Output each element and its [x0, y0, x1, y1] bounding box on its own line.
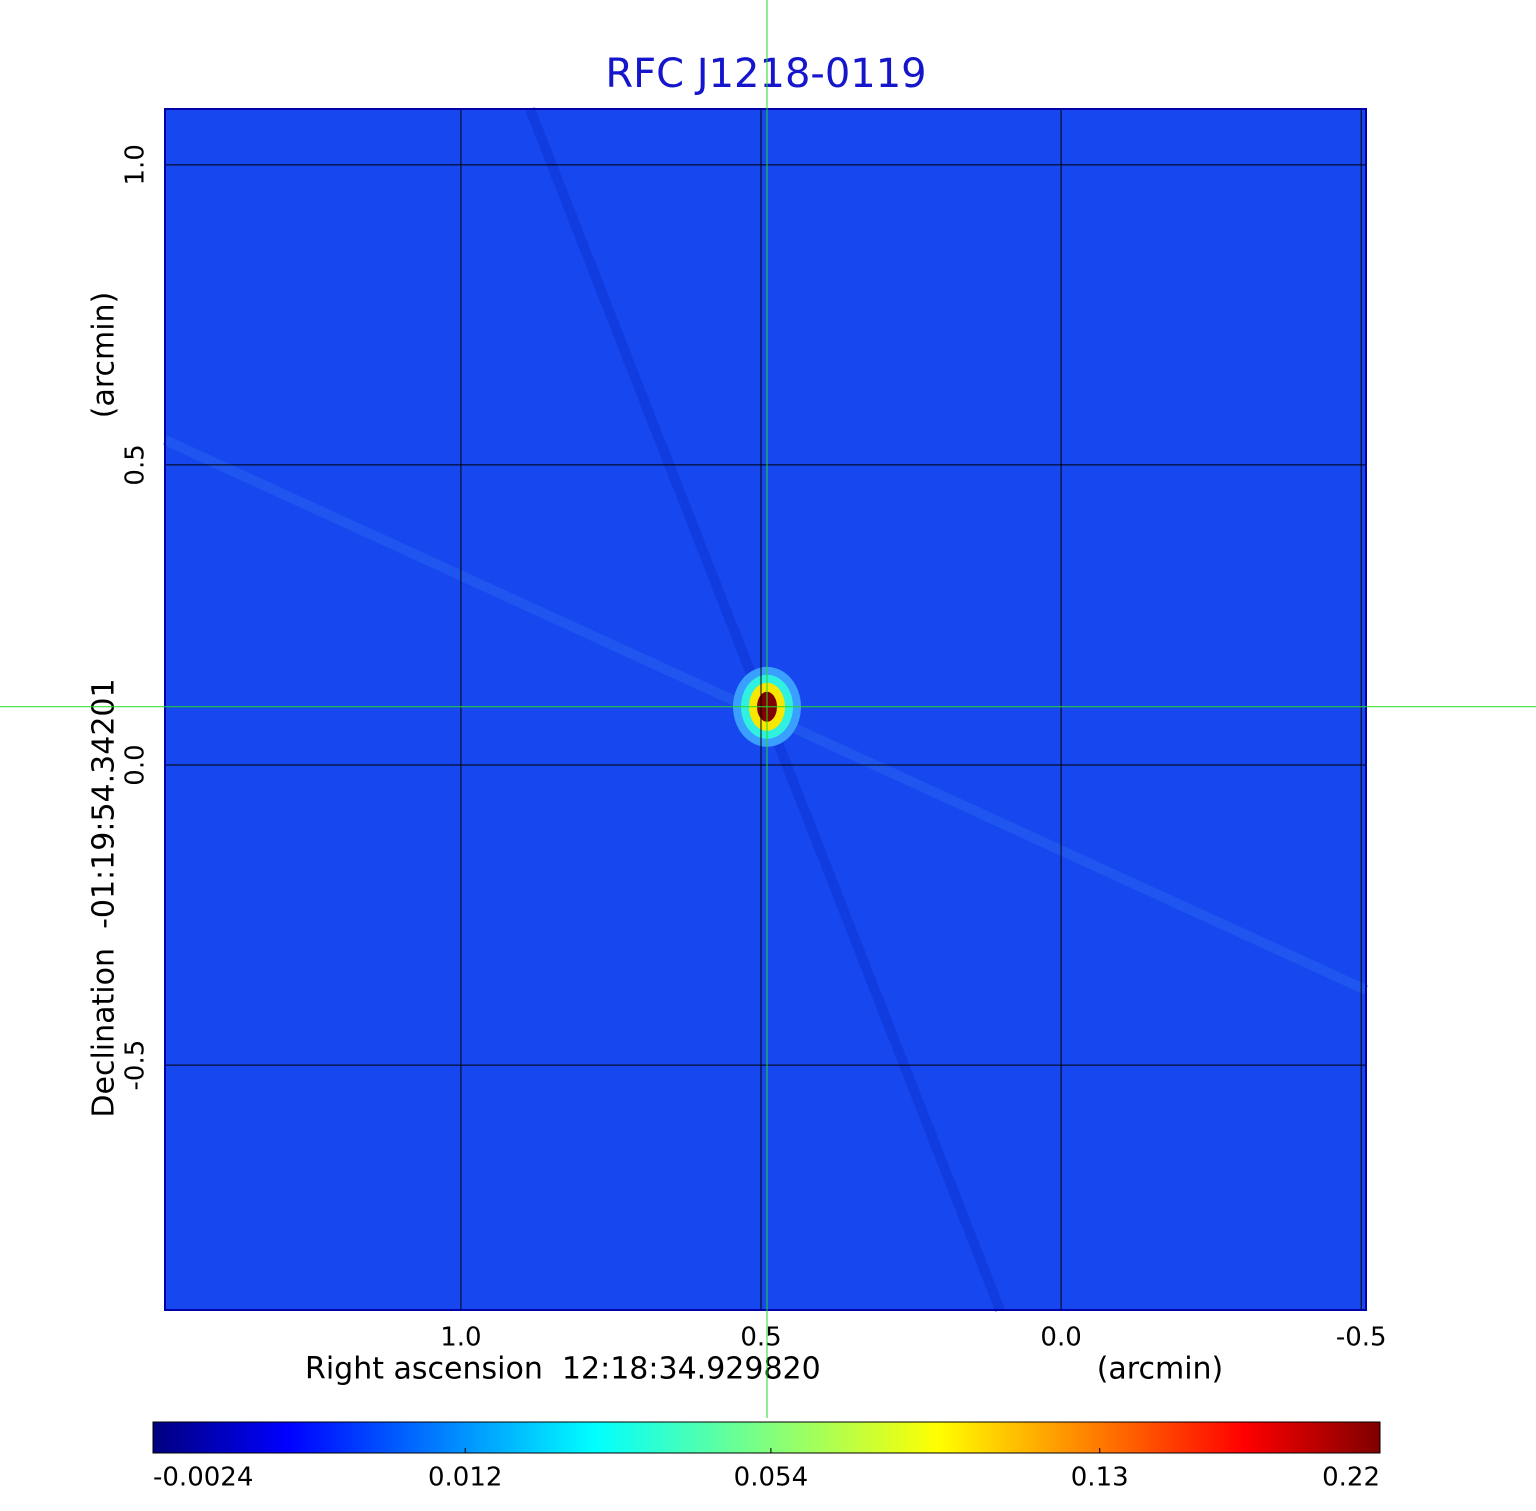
x-tick-label: 0.0 — [1040, 1323, 1081, 1353]
colorbar-tick-label: 0.22 — [1322, 1463, 1380, 1493]
plot-frame — [164, 108, 1367, 1311]
x-tick-label: -0.5 — [1336, 1323, 1387, 1353]
chart-title: RFC J1218-0119 — [605, 51, 926, 97]
y-tick-label: -0.5 — [121, 1040, 151, 1091]
x-axis-unit: (arcmin) — [1097, 1352, 1224, 1387]
colorbar-tick-label: 0.012 — [428, 1463, 502, 1493]
colorbar — [152, 1421, 1381, 1454]
colorbar-tick-label: -0.0024 — [153, 1463, 253, 1493]
y-tick-label: 0.5 — [121, 444, 151, 485]
plot-area — [162, 107, 1369, 1312]
y-axis-label: Declination -01:19:54.34201 — [87, 678, 122, 1117]
colorbar-tick-label: 0.054 — [734, 1463, 808, 1493]
colorbar-tick-label: 0.13 — [1071, 1463, 1129, 1493]
y-axis-unit: (arcmin) — [87, 292, 122, 419]
x-axis-label: Right ascension 12:18:34.929820 — [305, 1352, 821, 1387]
x-tick-label: 0.5 — [740, 1323, 781, 1353]
y-tick-label: 1.0 — [121, 144, 151, 185]
y-tick-label: 0.0 — [121, 744, 151, 785]
x-tick-label: 1.0 — [440, 1323, 481, 1353]
